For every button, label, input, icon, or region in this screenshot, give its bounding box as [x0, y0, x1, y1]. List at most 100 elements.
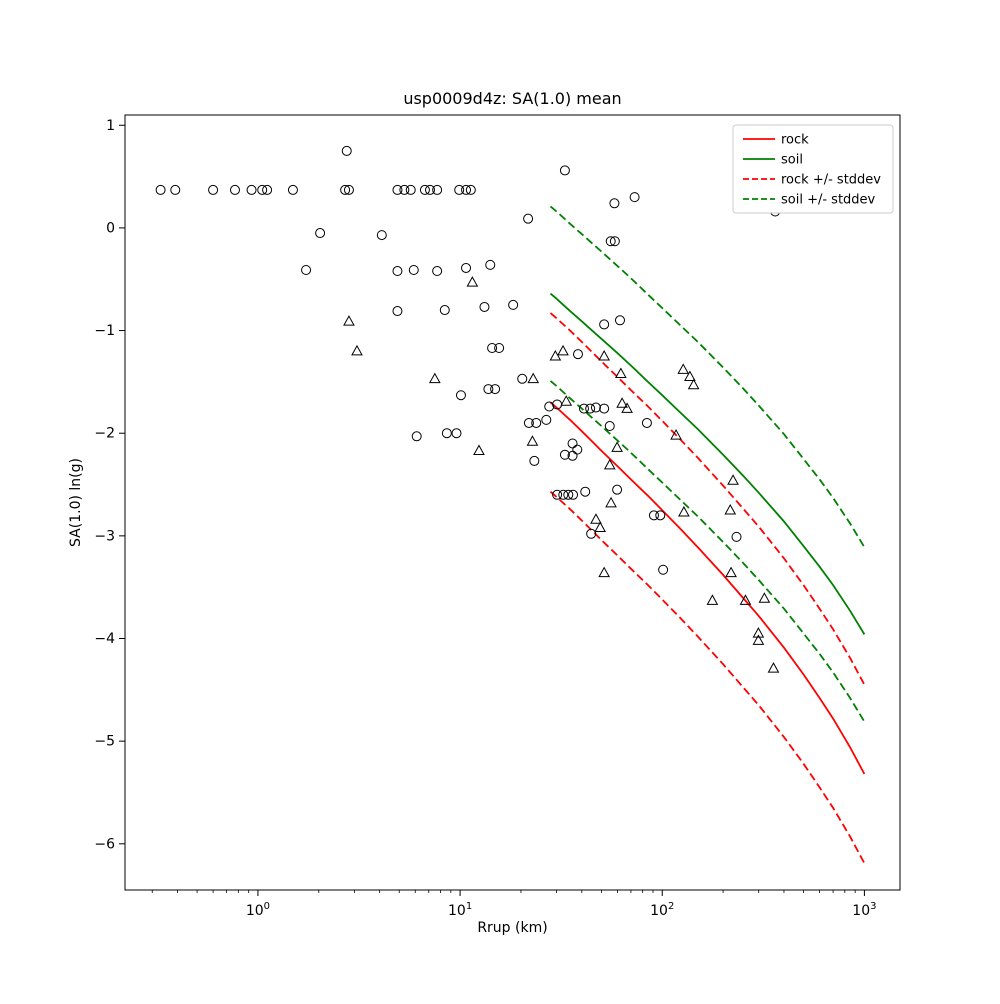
data-point-triangle — [739, 594, 752, 605]
data-point-circle — [559, 165, 570, 176]
data-point-triangle — [621, 402, 633, 413]
data-point-circle — [451, 428, 462, 439]
x-tick-label: 100 — [246, 901, 270, 919]
y-tick-label: −3 — [94, 528, 115, 544]
data-point-triangle — [605, 496, 617, 508]
data-point-triangle — [758, 592, 771, 603]
y-tick-label: −5 — [94, 734, 115, 750]
data-point-circle — [376, 230, 387, 241]
data-point-triangle — [594, 521, 607, 532]
data-point-circle — [494, 343, 505, 354]
curve-soil-stddev — [549, 205, 866, 548]
data-point-circle — [731, 531, 742, 542]
data-point-triangle — [752, 627, 765, 638]
data-point-circle — [558, 489, 569, 500]
data-point-circle — [343, 184, 354, 195]
data-point-triangle — [527, 372, 540, 384]
data-point-circle — [392, 306, 403, 317]
data-point-triangle — [598, 566, 611, 578]
data-point-circle — [655, 510, 666, 521]
data-point-triangle — [351, 344, 363, 356]
data-point-triangle — [614, 367, 627, 378]
data-point-circle — [578, 403, 589, 414]
data-point-triangle — [611, 441, 623, 452]
data-point-circle — [441, 428, 452, 439]
data-point-circle — [483, 384, 494, 395]
data-point-circle — [580, 486, 591, 497]
data-point-circle — [614, 315, 625, 326]
data-point-circle — [585, 403, 596, 414]
data-point-circle — [599, 403, 610, 414]
data-point-triangle — [603, 458, 616, 470]
data-point-circle — [419, 184, 430, 195]
data-point-circle — [257, 184, 268, 195]
data-point-circle — [479, 301, 490, 312]
data-point-circle — [641, 417, 652, 428]
data-point-circle — [341, 145, 352, 156]
data-point-circle — [586, 528, 597, 539]
axes-background — [125, 115, 900, 890]
curve-rock — [549, 401, 866, 775]
data-point-triangle — [466, 276, 479, 287]
data-point-triangle — [725, 566, 737, 578]
data-point-circle — [529, 455, 540, 466]
y-tick-label: −1 — [94, 323, 115, 339]
data-point-triangle — [549, 349, 562, 361]
data-point-circle — [340, 184, 351, 195]
data-point-triangle — [670, 429, 682, 440]
curve-rock-stddev — [549, 312, 866, 686]
chart-title: usp0009d4z: SA(1.0) mean — [403, 89, 621, 108]
axes-frame — [124, 114, 901, 891]
x-axis-label: Rrup (km) — [477, 920, 547, 936]
data-point-circle — [609, 198, 620, 209]
curve-soil — [549, 292, 866, 635]
data-point-circle — [485, 259, 496, 270]
data-point-triangle — [767, 662, 780, 673]
data-point-triangle — [428, 372, 441, 384]
data-point-circle — [425, 184, 436, 195]
data-point-circle — [399, 184, 410, 195]
data-point-circle — [262, 184, 273, 195]
data-point-circle — [572, 444, 583, 455]
data-point-triangle — [616, 397, 628, 408]
data-point-triangle — [343, 315, 355, 326]
data-point-circle — [629, 192, 640, 203]
data-point-circle — [590, 402, 601, 413]
x-tick-label: 102 — [650, 901, 674, 919]
data-point-circle — [567, 438, 578, 449]
data-point-circle — [461, 262, 472, 273]
data-point-circle — [563, 489, 574, 500]
data-point-circle — [432, 184, 443, 195]
legend-label: soil — [781, 153, 803, 168]
data-point-circle — [392, 266, 403, 277]
data-point-triangle — [727, 474, 739, 485]
data-point-circle — [432, 266, 443, 277]
y-tick-label: −4 — [94, 631, 115, 647]
legend-label: rock — [781, 133, 809, 148]
y-tick-label: −6 — [94, 836, 115, 852]
data-point-triangle — [473, 444, 485, 455]
data-point-triangle — [684, 370, 696, 382]
data-point-triangle — [590, 513, 602, 524]
data-point-circle — [541, 414, 552, 425]
data-point-triangle — [526, 435, 539, 446]
data-point-circle — [531, 417, 542, 428]
curve-rock-stddev — [549, 491, 866, 864]
y-axis-label: SA(1.0) ln(g) — [68, 458, 84, 547]
data-point-circle — [552, 489, 563, 500]
data-point-circle — [559, 449, 570, 460]
data-point-circle — [604, 421, 615, 432]
data-point-triangle — [687, 378, 700, 390]
data-point-triangle — [752, 634, 765, 645]
data-point-circle — [544, 401, 555, 412]
data-point-triangle — [598, 349, 611, 361]
data-point-circle — [246, 184, 257, 195]
data-point-triangle — [557, 344, 569, 356]
data-point-circle — [599, 319, 610, 330]
data-point-circle — [517, 373, 528, 384]
data-point-circle — [648, 510, 659, 521]
data-point-circle — [439, 305, 450, 316]
data-point-circle — [572, 349, 583, 360]
data-point-circle — [287, 184, 298, 195]
